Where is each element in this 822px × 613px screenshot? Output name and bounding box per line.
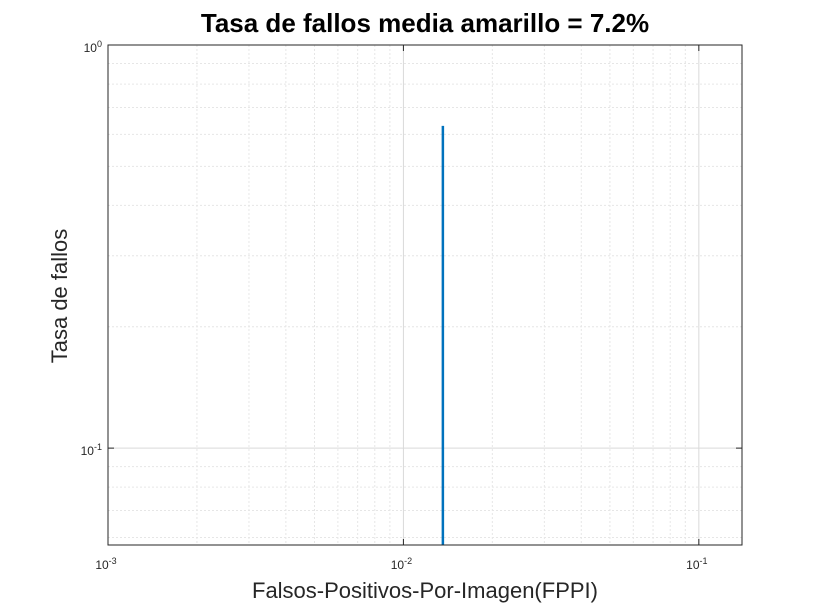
- plot-area: 10-3 10-2 10-1 10-1 100: [81, 39, 743, 572]
- x-tick-label: 10-2: [391, 556, 412, 572]
- x-tick-label: 10-3: [95, 556, 116, 572]
- x-axis-label: Falsos-Positivos-Por-Imagen(FPPI): [252, 578, 598, 603]
- chart-title: Tasa de fallos media amarillo = 7.2%: [201, 8, 649, 38]
- axes-box: [107, 44, 743, 546]
- plot-background: [108, 45, 742, 545]
- y-tick-label: 100: [84, 39, 102, 55]
- x-tick-label: 10-1: [686, 556, 707, 572]
- y-axis-label: Tasa de fallos: [47, 229, 72, 364]
- y-tick-label: 10-1: [81, 442, 102, 458]
